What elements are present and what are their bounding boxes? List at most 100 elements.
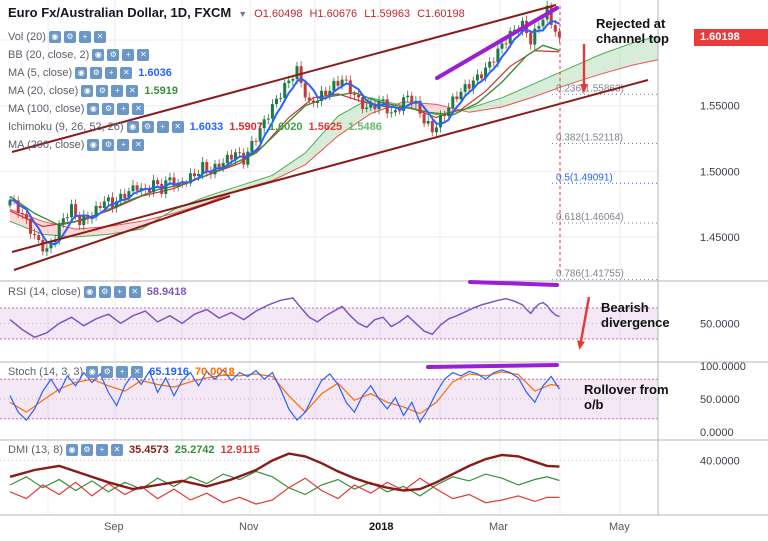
gear-icon[interactable]: ⚙ bbox=[90, 67, 103, 79]
close-icon[interactable]: ✕ bbox=[126, 85, 139, 97]
drawn-trendline[interactable] bbox=[426, 363, 559, 369]
add-icon[interactable]: + bbox=[122, 49, 135, 61]
add-icon[interactable]: + bbox=[111, 85, 124, 97]
gear-icon[interactable]: ⚙ bbox=[81, 444, 94, 456]
close-icon[interactable]: ✕ bbox=[111, 444, 124, 456]
close-value: C1.60198 bbox=[417, 8, 465, 20]
annotation-rollover-from-ob[interactable]: Rollover from o/b bbox=[584, 382, 669, 412]
indicator-value: 1.5625 bbox=[308, 121, 343, 133]
ichimoku-cloud bbox=[469, 105, 478, 113]
gear-icon[interactable]: ⚙ bbox=[98, 286, 111, 298]
gear-icon[interactable]: ⚙ bbox=[96, 85, 109, 97]
indicator-value: 35.4573 bbox=[129, 444, 169, 456]
add-icon[interactable]: + bbox=[113, 286, 126, 298]
indicator-label[interactable]: DMI (13, 8) bbox=[8, 444, 64, 456]
indicator-label[interactable]: RSI (14, close) bbox=[8, 286, 81, 298]
arrow-line[interactable] bbox=[579, 296, 591, 342]
channel-trendline[interactable] bbox=[13, 195, 231, 271]
drawn-trendline[interactable] bbox=[468, 280, 559, 287]
price-axis-label: 50.0000 bbox=[700, 394, 740, 406]
close-icon[interactable]: ✕ bbox=[131, 366, 144, 378]
indicator-legend-row: MA (20, close) ◉ ⚙ + ✕ 1.5919 bbox=[8, 84, 178, 98]
gear-icon[interactable]: ⚙ bbox=[102, 103, 115, 115]
add-icon[interactable]: + bbox=[105, 67, 118, 79]
symbol-title[interactable]: Euro Fx/Australian Dollar, 1D, FXCM bbox=[8, 5, 232, 20]
add-icon[interactable]: + bbox=[96, 444, 109, 456]
ichimoku-cloud bbox=[510, 90, 519, 105]
annotation-bearish-divergence[interactable]: Bearish divergence bbox=[601, 300, 670, 330]
close-icon[interactable]: ✕ bbox=[93, 31, 106, 43]
indicator-label[interactable]: MA (100, close) bbox=[8, 103, 85, 115]
ichimoku-cloud bbox=[305, 143, 314, 165]
add-icon[interactable]: + bbox=[156, 121, 169, 133]
eye-icon[interactable]: ◉ bbox=[66, 444, 79, 456]
gear-icon[interactable]: ⚙ bbox=[107, 49, 120, 61]
fib-level-label: 0.236(1.55863) bbox=[556, 83, 624, 94]
gear-icon[interactable]: ⚙ bbox=[141, 121, 154, 133]
annotation-text: Bearish bbox=[601, 300, 649, 315]
indicator-label[interactable]: MA (20, close) bbox=[8, 85, 79, 97]
channel-trendline[interactable] bbox=[11, 79, 649, 253]
indicator-legend-row: MA (100, close) ◉ ⚙ + ✕ bbox=[8, 102, 145, 116]
ichimoku-cloud bbox=[633, 40, 642, 65]
ichimoku-cloud bbox=[559, 68, 568, 88]
ichimoku-cloud bbox=[51, 223, 60, 236]
annotation-rejected-at-channel-top[interactable]: Rejected at channel top bbox=[596, 16, 669, 46]
eye-icon[interactable]: ◉ bbox=[83, 286, 96, 298]
indicator-label[interactable]: MA (200, close) bbox=[8, 139, 85, 151]
close-icon[interactable]: ✕ bbox=[120, 67, 133, 79]
channel-trendline[interactable] bbox=[11, 4, 557, 153]
add-icon[interactable]: + bbox=[117, 103, 130, 115]
fib-level-label: 0.618(1.46064) bbox=[556, 212, 624, 223]
ichimoku-cloud bbox=[338, 111, 347, 136]
eye-icon[interactable]: ◉ bbox=[48, 31, 61, 43]
ichimoku-cloud bbox=[108, 225, 117, 235]
time-axis-label: May bbox=[609, 521, 630, 533]
ichimoku-cloud bbox=[625, 42, 634, 68]
gear-icon[interactable]: ⚙ bbox=[102, 139, 115, 151]
eye-icon[interactable]: ◉ bbox=[87, 103, 100, 115]
annotation-text: Rejected at bbox=[596, 16, 666, 31]
indicator-legend-row: Ichimoku (9, 26, 52, 26) ◉ ⚙ + ✕ 1.6033 1.5907… bbox=[8, 120, 382, 134]
close-icon[interactable]: ✕ bbox=[137, 49, 150, 61]
ichimoku-cloud bbox=[534, 79, 543, 97]
fib-level-label: 0.786(1.41755) bbox=[556, 269, 624, 280]
chevron-down-icon[interactable]: ▼ bbox=[238, 9, 248, 19]
annotation-text: channel top bbox=[596, 31, 669, 46]
eye-icon[interactable]: ◉ bbox=[87, 139, 100, 151]
annotation-text: o/b bbox=[584, 397, 604, 412]
ichimoku-cloud bbox=[329, 116, 338, 144]
ichimoku-cloud bbox=[116, 223, 125, 234]
eye-icon[interactable]: ◉ bbox=[81, 85, 94, 97]
ichimoku-cloud bbox=[551, 72, 560, 91]
close-icon[interactable]: ✕ bbox=[132, 139, 145, 151]
indicator-label[interactable]: BB (20, close, 2) bbox=[8, 49, 90, 61]
close-icon[interactable]: ✕ bbox=[171, 121, 184, 133]
eye-icon[interactable]: ◉ bbox=[126, 121, 139, 133]
price-scale[interactable] bbox=[658, 0, 768, 515]
indicator-legend-row: MA (200, close) ◉ ⚙ + ✕ bbox=[8, 138, 145, 152]
eye-icon[interactable]: ◉ bbox=[75, 67, 88, 79]
indicator-label[interactable]: MA (5, close) bbox=[8, 67, 73, 79]
indicator-label[interactable]: Stoch (14, 3, 3) bbox=[8, 366, 84, 378]
indicator-label[interactable]: Ichimoku (9, 26, 52, 26) bbox=[8, 121, 124, 133]
dmi-minus-di-line bbox=[9, 477, 560, 505]
drawn-trendline[interactable] bbox=[435, 6, 559, 80]
gear-icon[interactable]: ⚙ bbox=[63, 31, 76, 43]
add-icon[interactable]: + bbox=[78, 31, 91, 43]
close-icon[interactable]: ✕ bbox=[128, 286, 141, 298]
add-icon[interactable]: + bbox=[116, 366, 129, 378]
ichimoku-cloud bbox=[649, 36, 658, 62]
eye-icon[interactable]: ◉ bbox=[86, 366, 99, 378]
symbol-title-row[interactable]: Euro Fx/Australian Dollar, 1D, FXCM ▼ O1… bbox=[8, 5, 465, 20]
add-icon[interactable]: + bbox=[117, 139, 130, 151]
gear-icon[interactable]: ⚙ bbox=[101, 366, 114, 378]
last-price-badge: 1.60198 bbox=[694, 29, 768, 46]
indicator-label[interactable]: Vol (20) bbox=[8, 31, 46, 43]
indicator-legend-row: Vol (20) ◉ ⚙ + ✕ bbox=[8, 30, 106, 44]
eye-icon[interactable]: ◉ bbox=[92, 49, 105, 61]
close-icon[interactable]: ✕ bbox=[132, 103, 145, 115]
indicator-value: 12.9115 bbox=[220, 444, 260, 456]
indicator-legend-row: BB (20, close, 2) ◉ ⚙ + ✕ bbox=[8, 48, 150, 62]
